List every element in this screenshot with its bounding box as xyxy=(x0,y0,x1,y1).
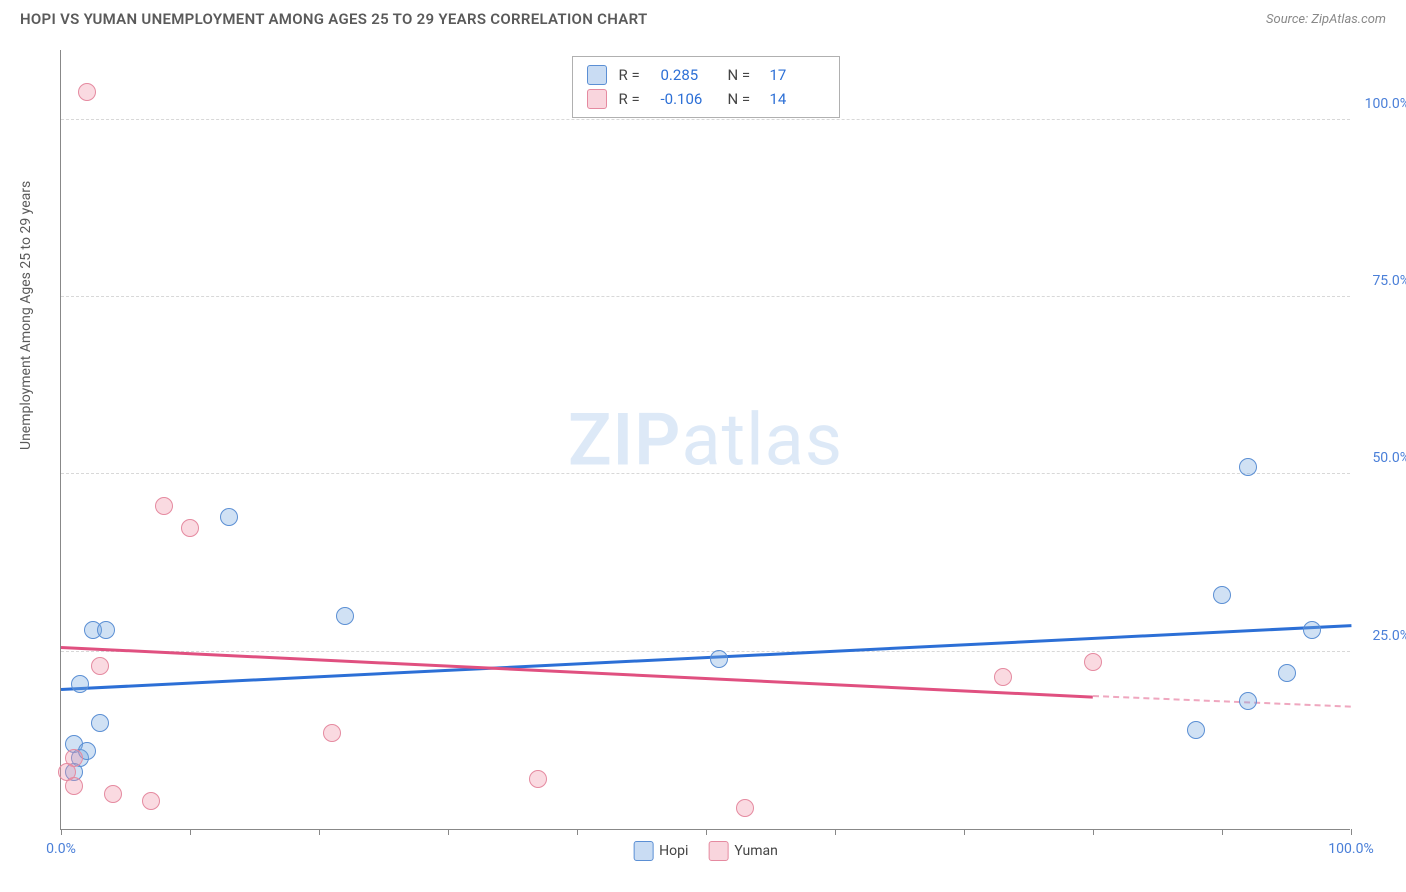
legend-label-hopi: Hopi xyxy=(659,843,688,859)
x-tick xyxy=(1351,829,1352,835)
data-point-hopi xyxy=(1239,692,1257,710)
legend-swatch-blue xyxy=(633,841,653,861)
data-point-yuman xyxy=(142,792,160,810)
x-tick xyxy=(577,829,578,835)
chart-title: HOPI VS YUMAN UNEMPLOYMENT AMONG AGES 25… xyxy=(20,10,648,28)
stats-row-hopi: R = 0.285 N = 17 xyxy=(587,63,825,87)
stats-row-yuman: R = -0.106 N = 14 xyxy=(587,87,825,111)
x-tick-label: 0.0% xyxy=(46,841,76,857)
data-point-yuman xyxy=(91,657,109,675)
y-tick-label: 100.0% xyxy=(1365,96,1406,112)
x-tick xyxy=(319,829,320,835)
n-label-2: N = xyxy=(728,90,758,108)
y-axis-label: Unemployment Among Ages 25 to 29 years xyxy=(18,181,34,450)
data-point-yuman xyxy=(78,83,96,101)
y-tick-label: 50.0% xyxy=(1372,450,1406,466)
data-point-hopi xyxy=(220,508,238,526)
x-tick xyxy=(964,829,965,835)
legend-item-yuman: Yuman xyxy=(708,841,777,861)
data-point-hopi xyxy=(1239,458,1257,476)
n-value-hopi: 17 xyxy=(770,66,825,84)
x-tick xyxy=(448,829,449,835)
data-point-hopi xyxy=(71,675,89,693)
n-value-yuman: 14 xyxy=(770,90,825,108)
data-point-yuman xyxy=(181,519,199,537)
legend-label-yuman: Yuman xyxy=(734,843,777,859)
gridline-h xyxy=(61,473,1350,474)
gridline-h xyxy=(61,296,1350,297)
data-point-hopi xyxy=(1187,721,1205,739)
y-tick-label: 25.0% xyxy=(1372,628,1406,644)
watermark-bold: ZIP xyxy=(568,397,681,482)
bottom-legend: Hopi Yuman xyxy=(633,841,778,861)
data-point-yuman xyxy=(994,668,1012,686)
data-point-yuman xyxy=(155,497,173,515)
r-value-hopi: 0.285 xyxy=(661,66,716,84)
trendline-yuman xyxy=(61,646,1093,698)
swatch-pink xyxy=(587,89,607,109)
x-tick-label: 100.0% xyxy=(1328,841,1373,857)
data-point-yuman xyxy=(736,799,754,817)
data-point-yuman xyxy=(104,785,122,803)
swatch-blue xyxy=(587,65,607,85)
data-point-yuman xyxy=(1084,653,1102,671)
chart-plot-area: ZIPatlas R = 0.285 N = 17 R = -0.106 N =… xyxy=(60,50,1350,830)
x-tick xyxy=(835,829,836,835)
data-point-hopi xyxy=(1303,621,1321,639)
data-point-yuman xyxy=(529,770,547,788)
data-point-hopi xyxy=(1278,664,1296,682)
legend-item-hopi: Hopi xyxy=(633,841,688,861)
data-point-hopi xyxy=(91,714,109,732)
legend-swatch-pink xyxy=(708,841,728,861)
source-label: Source: ZipAtlas.com xyxy=(1266,12,1386,27)
x-tick xyxy=(1093,829,1094,835)
data-point-yuman xyxy=(323,724,341,742)
n-label: N = xyxy=(728,66,758,84)
data-point-yuman xyxy=(65,777,83,795)
watermark-light: atlas xyxy=(681,397,843,482)
data-point-hopi xyxy=(1213,586,1231,604)
x-tick xyxy=(61,829,62,835)
r-value-yuman: -0.106 xyxy=(661,90,716,108)
y-tick-label: 75.0% xyxy=(1372,273,1406,289)
data-point-hopi xyxy=(97,621,115,639)
r-label-2: R = xyxy=(619,90,649,108)
data-point-hopi xyxy=(710,650,728,668)
gridline-h xyxy=(61,119,1350,120)
r-label: R = xyxy=(619,66,649,84)
x-tick xyxy=(706,829,707,835)
stats-legend-box: R = 0.285 N = 17 R = -0.106 N = 14 xyxy=(572,56,840,118)
watermark: ZIPatlas xyxy=(568,397,843,482)
trendline-yuman-extrapolated xyxy=(1093,695,1351,708)
data-point-hopi xyxy=(336,607,354,625)
gridline-h xyxy=(61,651,1350,652)
x-tick xyxy=(1222,829,1223,835)
x-tick xyxy=(190,829,191,835)
